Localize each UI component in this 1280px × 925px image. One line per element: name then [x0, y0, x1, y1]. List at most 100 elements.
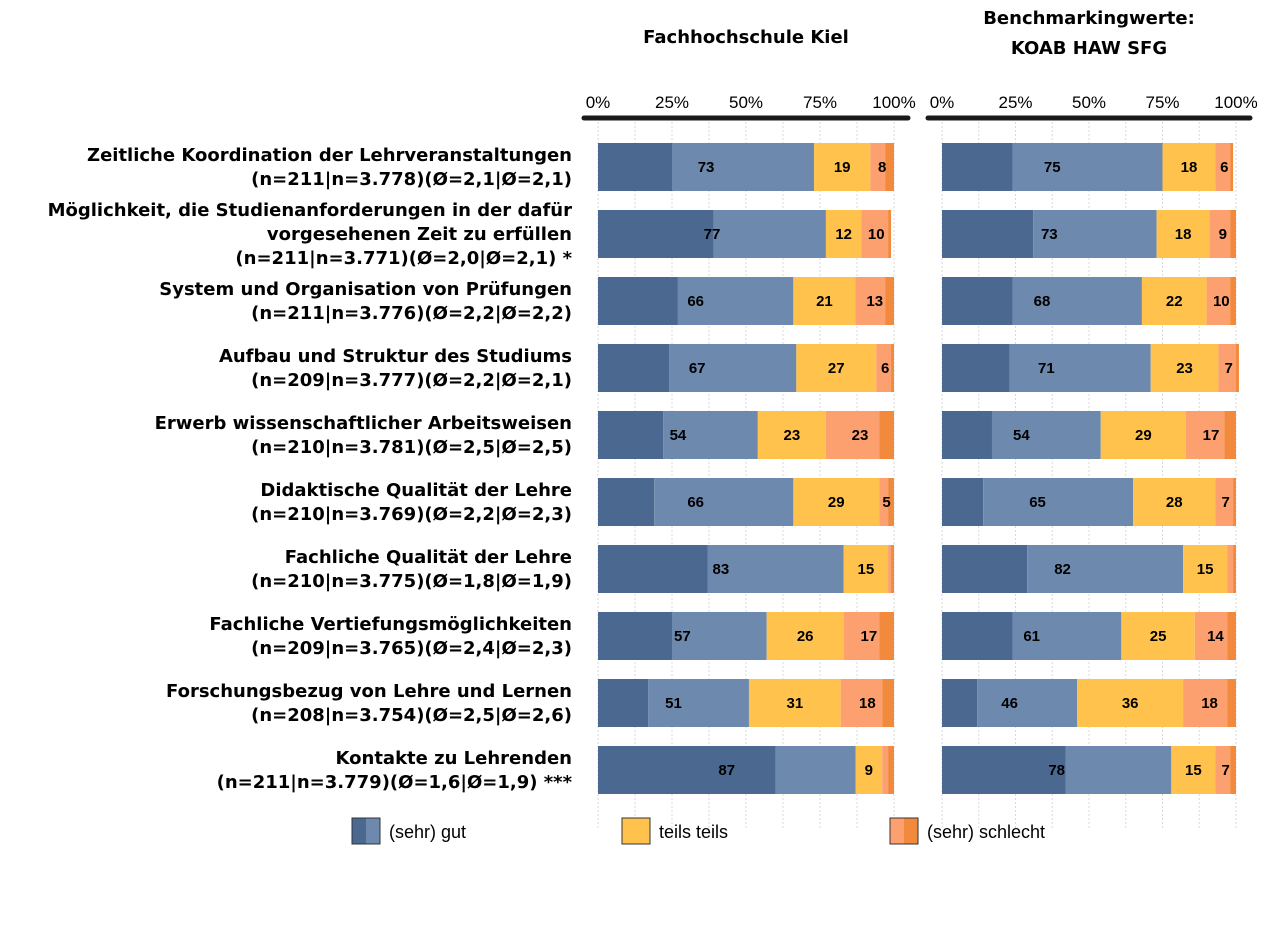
bar-segment	[1224, 411, 1236, 459]
x-tick-label: 100%	[872, 93, 915, 112]
data-label: 61	[1023, 628, 1040, 645]
x-tick-label: 25%	[998, 93, 1032, 112]
category-label: (n=211|n=3.771)(Ø=2,0|Ø=2,1) *	[235, 248, 572, 269]
data-label: 10	[1213, 293, 1230, 310]
category-label: (n=209|n=3.765)(Ø=2,4|Ø=2,3)	[251, 638, 572, 659]
data-label: 23	[852, 427, 869, 444]
data-label: 82	[1054, 561, 1071, 578]
bar-segment	[1077, 679, 1184, 727]
bar-segment	[879, 411, 894, 459]
data-label: 83	[712, 561, 729, 578]
data-label: 87	[718, 762, 735, 779]
bar-segment	[983, 478, 1134, 526]
category-label: Forschungsbezug von Lehre und Lernen	[166, 681, 572, 702]
data-label: 15	[858, 561, 875, 578]
data-label: 78	[1048, 762, 1065, 779]
bar-segment	[1100, 411, 1187, 459]
bar-segment	[766, 612, 844, 660]
bar-segment	[1012, 277, 1142, 325]
bar-segment	[1227, 612, 1236, 660]
bar-segment	[1186, 411, 1225, 459]
legend-swatch-border	[621, 817, 651, 845]
data-label: 31	[786, 695, 803, 712]
category-label: (n=211|n=3.778)(Ø=2,1|Ø=2,1)	[251, 169, 572, 190]
bar-segment	[825, 411, 880, 459]
bar-segment	[891, 545, 894, 593]
bar-segment	[672, 612, 767, 660]
data-label: 46	[1001, 695, 1018, 712]
data-label: 10	[868, 226, 885, 243]
data-label: 71	[1038, 360, 1055, 377]
bar-segment	[748, 679, 841, 727]
data-label: 15	[1197, 561, 1214, 578]
category-label: (n=210|n=3.781)(Ø=2,5|Ø=2,5)	[251, 437, 572, 458]
data-label: 51	[665, 695, 682, 712]
category-label: Fachliche Vertiefungsmöglichkeiten	[209, 614, 572, 635]
category-label: Möglichkeit, die Studienanforderungen in…	[48, 200, 573, 221]
data-label: 66	[687, 494, 704, 511]
data-label: 75	[1044, 159, 1061, 176]
bar-segment	[648, 679, 749, 727]
bar-segment	[1218, 344, 1236, 392]
bar-segment	[942, 612, 1013, 660]
x-tick-label: 0%	[586, 93, 611, 112]
bar-segment	[814, 143, 871, 191]
bar-segment	[757, 411, 826, 459]
legend-label: (sehr) schlecht	[927, 822, 1045, 842]
bar-segment	[977, 679, 1078, 727]
bar-segment	[677, 277, 794, 325]
data-label: 18	[1175, 226, 1192, 243]
data-label: 17	[1203, 427, 1220, 444]
bar-segment	[1236, 344, 1239, 392]
data-label: 28	[1166, 494, 1183, 511]
data-label: 66	[687, 293, 704, 310]
bar-segment	[876, 344, 892, 392]
category-label: (n=208|n=3.754)(Ø=2,5|Ø=2,6)	[251, 705, 572, 726]
data-label: 8	[878, 159, 886, 176]
data-label: 13	[866, 293, 883, 310]
category-label: (n=210|n=3.775)(Ø=1,8|Ø=1,9)	[251, 571, 572, 592]
data-label: 29	[828, 494, 845, 511]
data-label: 73	[698, 159, 715, 176]
category-label: System und Organisation von Prüfungen	[159, 279, 572, 300]
bar-segment	[888, 746, 894, 794]
category-label: Kontakte zu Lehrenden	[336, 748, 572, 769]
bar-segment	[1227, 679, 1236, 727]
data-label: 6	[1220, 159, 1228, 176]
bar-segment	[1227, 545, 1234, 593]
bar-segment	[707, 545, 844, 593]
bar-segment	[861, 210, 889, 258]
legend-swatch-border	[889, 817, 919, 845]
data-label: 23	[1176, 360, 1193, 377]
data-label: 18	[1201, 695, 1218, 712]
category-label: (n=209|n=3.777)(Ø=2,2|Ø=2,1)	[251, 370, 572, 391]
bar-segment	[843, 545, 889, 593]
category-label: Didaktische Qualität der Lehre	[260, 480, 572, 501]
bar-segment	[1233, 478, 1236, 526]
data-label: 29	[1135, 427, 1152, 444]
data-label: 21	[816, 293, 833, 310]
category-label: Fachliche Qualität der Lehre	[285, 547, 572, 568]
bar-segment	[598, 411, 664, 459]
legend-swatch	[904, 818, 918, 844]
bar-segment	[888, 545, 892, 593]
data-label: 15	[1185, 762, 1202, 779]
x-tick-label: 50%	[1072, 93, 1106, 112]
bar-segment	[713, 210, 826, 258]
category-label: Aufbau und Struktur des Studiums	[219, 346, 572, 367]
bar-segment	[855, 746, 883, 794]
data-label: 18	[859, 695, 876, 712]
bar-segment	[885, 143, 894, 191]
bar-segment	[1233, 545, 1236, 593]
bar-segment	[1150, 344, 1219, 392]
data-label: 17	[860, 628, 877, 645]
bar-segment	[991, 411, 1101, 459]
bar-segment	[885, 277, 894, 325]
bar-segment	[855, 277, 886, 325]
legend-swatch	[352, 818, 366, 844]
bar-segment	[870, 143, 886, 191]
bar-segment	[1033, 210, 1157, 258]
bar-segment	[942, 411, 992, 459]
bar-segment	[1065, 746, 1172, 794]
data-label: 54	[670, 427, 687, 444]
